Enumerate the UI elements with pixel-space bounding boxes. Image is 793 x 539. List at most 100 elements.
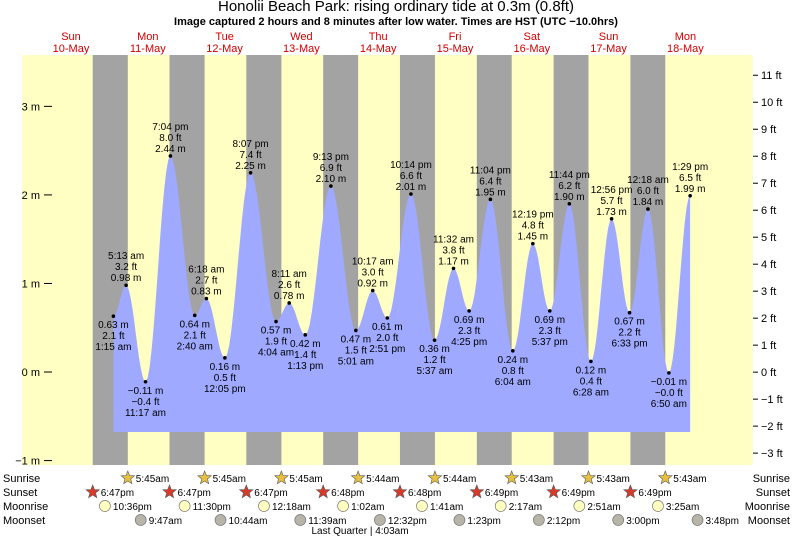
tide-point — [409, 192, 413, 196]
tide-point — [432, 338, 437, 342]
extreme-label: 5:13 am — [108, 251, 144, 262]
y-tick-label: −1 m — [15, 456, 40, 468]
extreme-label: 1.17 m — [438, 256, 469, 267]
moonset-time: 3:00pm — [626, 516, 659, 527]
extreme-label: 0.64 m — [179, 319, 210, 330]
extreme-label: 0.4 ft — [580, 376, 602, 387]
moonrise-time: 1:02am — [351, 502, 384, 513]
moon-icon — [214, 514, 227, 526]
tide-point — [168, 154, 173, 158]
sun-icon — [238, 484, 254, 499]
moonrise-time: 12:18am — [272, 502, 311, 513]
day-name: Sat — [524, 31, 541, 43]
sun-icon — [657, 470, 673, 485]
extreme-label: 9:13 pm — [313, 152, 349, 163]
extreme-label: 0.83 m — [191, 287, 222, 298]
moon-icon — [178, 500, 191, 512]
y2-tick-label: −3 ft — [761, 448, 783, 460]
extreme-label: 2.1 ft — [184, 330, 206, 341]
tide-point — [511, 348, 515, 353]
y2-tick-label: 4 ft — [761, 259, 776, 271]
sunset-time: 6:47pm — [254, 488, 287, 499]
extreme-label: 10:14 pm — [390, 160, 432, 171]
extreme-label: 1:13 pm — [287, 361, 323, 372]
sun-icon — [427, 470, 443, 485]
tide-point — [589, 359, 593, 364]
y-tick-label: 1 m — [22, 278, 40, 290]
extreme-label: 2.01 m — [396, 182, 427, 193]
moonset-time: 9:47am — [149, 516, 182, 527]
tide-point — [567, 201, 572, 206]
tide-point — [667, 371, 671, 375]
extreme-label: 6.5 ft — [679, 173, 701, 184]
extreme-label: 0.98 m — [111, 273, 142, 284]
extreme-label: 2.3 ft — [539, 326, 561, 337]
sunset-time: 6:47pm — [101, 488, 134, 499]
extreme-label: 6.0 ft — [637, 186, 659, 197]
tide-point — [303, 333, 308, 337]
extreme-label: 1:29 pm — [672, 162, 708, 173]
tide-point — [531, 241, 535, 246]
extreme-label: 3.0 ft — [362, 268, 384, 279]
row-label: Moonrise — [3, 501, 48, 513]
extreme-label: 0.69 m — [454, 315, 485, 326]
tide-point — [688, 193, 692, 198]
sun-icon — [197, 470, 213, 485]
y2-tick-label: 5 ft — [761, 232, 776, 244]
y2-tick-label: 2 ft — [761, 313, 776, 325]
tide-point — [627, 310, 632, 315]
extreme-label: 12:19 pm — [512, 210, 554, 221]
extreme-label: 1.73 m — [596, 207, 627, 218]
extreme-label: 0.47 m — [341, 334, 372, 345]
extreme-label: 4:25 pm — [451, 337, 487, 348]
extreme-labels: 0.63 m2.1 ft1:15 am5:13 am3.2 ft0.98 m−0… — [95, 122, 708, 419]
y2-tick-label: 7 ft — [761, 178, 776, 190]
tide-point — [111, 314, 116, 319]
extreme-label: 6:04 am — [495, 377, 531, 388]
extreme-label: 6.6 ft — [400, 171, 422, 182]
extreme-label: 6.2 ft — [558, 181, 580, 192]
sunrise-time: 5:43am — [520, 474, 553, 485]
sun-icon — [580, 470, 597, 485]
moonrise-time: 2:17am — [509, 502, 542, 513]
moon-icon — [416, 500, 428, 512]
day-date: 16-May — [513, 43, 550, 55]
tide-point — [609, 217, 614, 221]
sunrise-time: 5:45am — [136, 474, 169, 485]
sun-icon — [622, 484, 638, 499]
sunset-time: 6:49pm — [485, 488, 518, 499]
extreme-label: 0.24 m — [498, 355, 529, 366]
sunset-time: 6:48pm — [331, 488, 364, 499]
tide-point — [547, 309, 552, 313]
moonset-time: 12:32pm — [388, 516, 427, 527]
moonrise-time: 2:51am — [587, 502, 620, 513]
sun-icon — [546, 484, 562, 499]
y-tick-label: 3 m — [22, 101, 40, 113]
day-date: 15-May — [437, 43, 474, 55]
day-date: 12-May — [206, 43, 243, 55]
extreme-label: 2.25 m — [235, 161, 266, 172]
row-label: Sunrise — [3, 473, 40, 485]
extreme-label: 1.2 ft — [423, 355, 445, 366]
tide-point — [385, 316, 390, 320]
tide-point — [451, 266, 456, 271]
row-label: Sunset — [3, 487, 37, 499]
extreme-label: 0.8 ft — [502, 366, 524, 377]
extreme-label: 3.2 ft — [115, 262, 137, 273]
extreme-label: 6.9 ft — [320, 163, 342, 174]
moon-icon — [258, 500, 270, 512]
extreme-label: 6:33 pm — [611, 339, 647, 350]
sunrise-time: 5:43am — [673, 474, 706, 485]
moon-icon — [691, 514, 704, 526]
tide-point — [329, 184, 333, 188]
extreme-label: 5:01 am — [338, 356, 374, 367]
sun-icon — [315, 484, 331, 499]
moonset-time: 11:39am — [308, 516, 346, 527]
y2-tick-label: −2 ft — [761, 421, 783, 433]
moon-phase: Last Quarter | 4:03am — [311, 526, 408, 537]
extreme-label: 2.2 ft — [618, 328, 640, 339]
y-tick-label: 2 m — [22, 190, 40, 202]
moon-icon — [453, 514, 466, 526]
extreme-label: 2.3 ft — [458, 326, 480, 337]
